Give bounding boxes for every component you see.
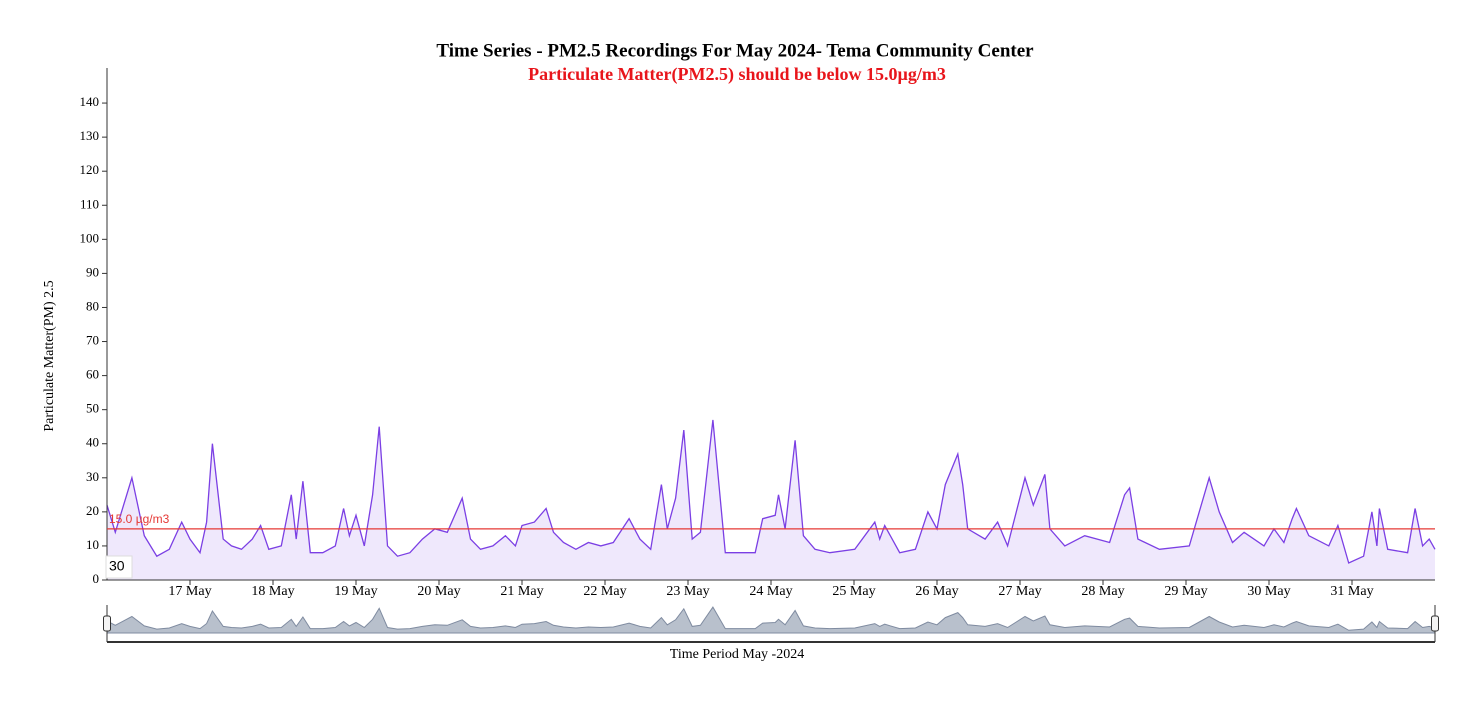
x-tick-label: 24 May <box>749 584 792 599</box>
x-axis-title: Time Period May -2024 <box>670 647 804 662</box>
y-axis-title: Particulate Matter(PM) 2.5 <box>42 280 57 431</box>
chart-subtitle: Particulate Matter(PM2.5) should be belo… <box>528 64 946 85</box>
area <box>107 419 1435 580</box>
x-tick-label: 28 May <box>1081 584 1124 599</box>
x-tick-label: 31 May <box>1330 584 1373 599</box>
x-tick-label: 22 May <box>583 584 626 599</box>
y-tick-label: 120 <box>80 162 100 177</box>
y-tick-label: 70 <box>86 333 99 348</box>
x-tick-label: 21 May <box>500 584 543 599</box>
y-tick-label: 20 <box>86 503 99 518</box>
x-tick-label: 20 May <box>417 584 460 599</box>
y-tick-label: 140 <box>80 94 100 109</box>
y-tick-label: 130 <box>80 128 100 143</box>
y-tick-label: 10 <box>86 537 99 552</box>
x-tick-label: 29 May <box>1164 584 1207 599</box>
y-tick-label: 60 <box>86 367 99 382</box>
navigator-area <box>106 606 1436 634</box>
x-tick-label: 27 May <box>998 584 1041 599</box>
x-tick-label: 26 May <box>915 584 958 599</box>
x-tick-label: 17 May <box>168 584 211 599</box>
line <box>106 419 1436 564</box>
y-tick-label: 80 <box>86 298 99 313</box>
y-tick-label: 110 <box>80 196 99 211</box>
x-tick-label: 18 May <box>251 584 294 599</box>
y-tick-label: 40 <box>86 435 99 450</box>
x-tick-label: 23 May <box>666 584 709 599</box>
x-tick-label: 19 May <box>334 584 377 599</box>
y-tick-label: 90 <box>86 264 99 279</box>
chart-title: Time Series - PM2.5 Recordings For May 2… <box>436 40 1034 61</box>
x-tick-label: 30 May <box>1247 584 1290 599</box>
threshold-label: 15.0 µg/m3 <box>109 512 170 526</box>
navigator-handle <box>1431 615 1439 632</box>
navigator-handle <box>103 615 111 632</box>
y-tick-label: 50 <box>86 401 99 416</box>
x-tick-label: 25 May <box>832 584 875 599</box>
badge-box <box>105 555 133 579</box>
y-tick-label: 0 <box>93 571 100 586</box>
badge: 30 <box>109 558 125 574</box>
y-tick-label: 30 <box>86 469 99 484</box>
y-tick-label: 100 <box>80 230 100 245</box>
